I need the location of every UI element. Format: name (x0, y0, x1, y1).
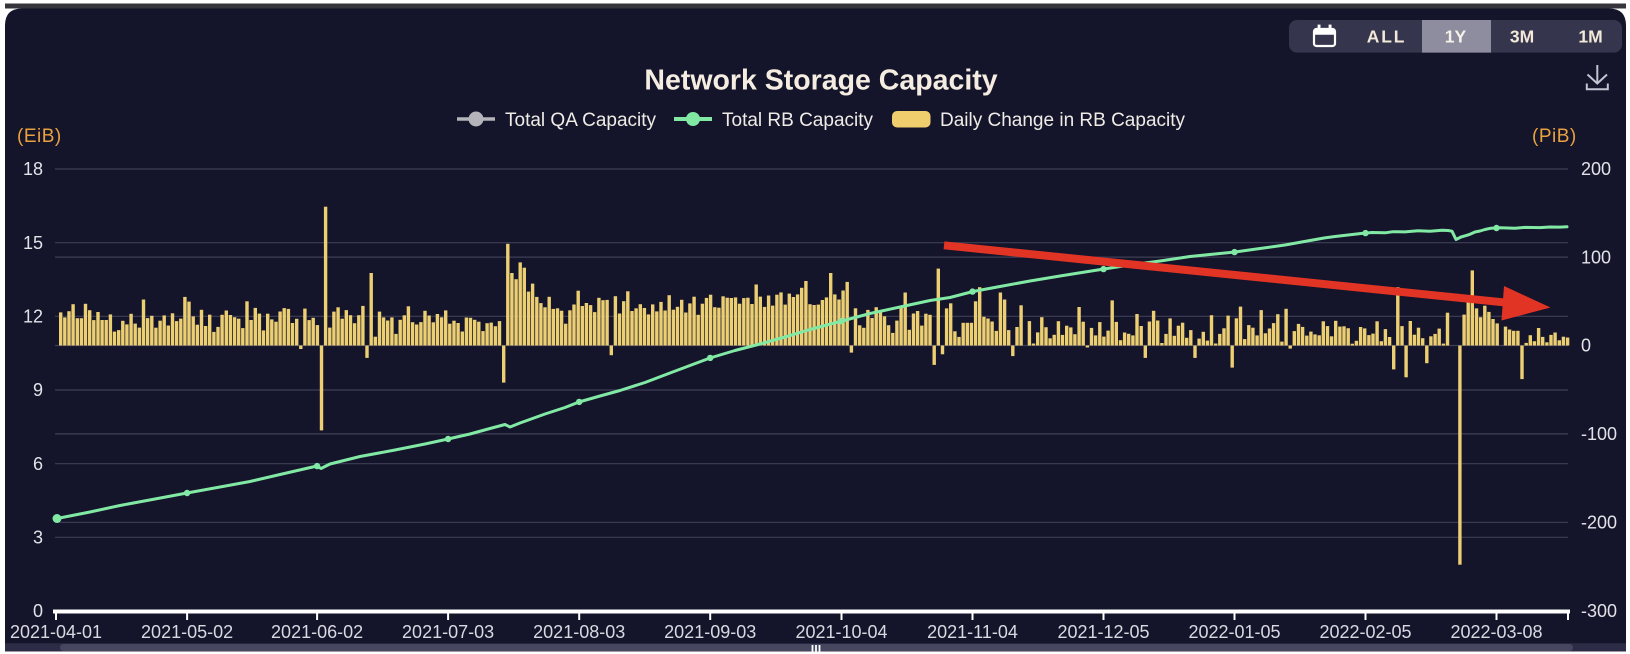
svg-text:Total RB Capacity: Total RB Capacity (722, 110, 874, 131)
svg-text:1M: 1M (1578, 27, 1602, 47)
svg-text:2021-11-04: 2021-11-04 (927, 622, 1018, 642)
svg-text:Network Storage Capacity: Network Storage Capacity (644, 65, 997, 97)
svg-text:6: 6 (33, 454, 43, 474)
svg-text:(PiB): (PiB) (1532, 126, 1577, 147)
svg-text:0: 0 (33, 601, 43, 621)
svg-text:ALL: ALL (1367, 27, 1406, 47)
svg-text:1Y: 1Y (1445, 27, 1467, 47)
svg-text:Total QA Capacity: Total QA Capacity (505, 110, 657, 131)
svg-text:(EiB): (EiB) (17, 126, 62, 147)
svg-text:2022-03-08: 2022-03-08 (1450, 622, 1542, 642)
svg-text:2022-01-05: 2022-01-05 (1188, 622, 1280, 642)
svg-text:2021-05-02: 2021-05-02 (141, 622, 233, 642)
svg-text:3M: 3M (1510, 27, 1534, 47)
svg-text:-300: -300 (1581, 601, 1617, 621)
svg-text:2021-09-03: 2021-09-03 (664, 622, 756, 642)
svg-text:2021-04-01: 2021-04-01 (10, 622, 102, 642)
svg-text:100: 100 (1581, 247, 1611, 267)
svg-text:3: 3 (33, 528, 43, 548)
svg-text:2022-02-05: 2022-02-05 (1319, 622, 1411, 642)
svg-text:-200: -200 (1581, 513, 1617, 533)
svg-text:2021-12-05: 2021-12-05 (1057, 622, 1149, 642)
svg-text:12: 12 (23, 307, 43, 327)
svg-text:Daily Change in RB Capacity: Daily Change in RB Capacity (940, 110, 1186, 131)
svg-text:-100: -100 (1581, 424, 1617, 444)
svg-text:2021-08-03: 2021-08-03 (533, 622, 625, 642)
svg-text:2021-07-03: 2021-07-03 (402, 622, 494, 642)
svg-text:0: 0 (1581, 336, 1591, 356)
svg-text:2021-10-04: 2021-10-04 (795, 622, 887, 642)
svg-text:18: 18 (23, 159, 43, 179)
svg-text:15: 15 (23, 233, 43, 253)
svg-text:200: 200 (1581, 159, 1611, 179)
svg-text:2021-06-02: 2021-06-02 (271, 622, 363, 642)
svg-text:9: 9 (33, 380, 43, 400)
